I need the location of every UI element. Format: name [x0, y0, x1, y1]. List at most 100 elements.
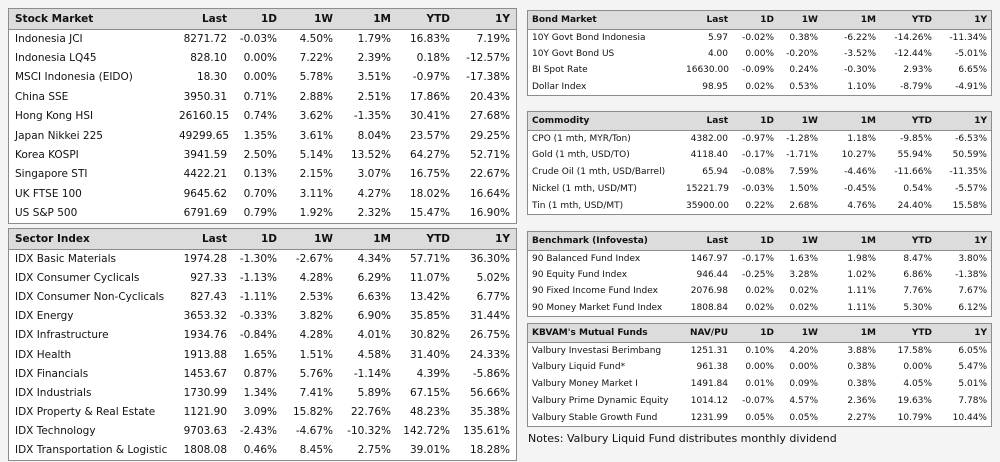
- table-panel: Sector Index Last 1D 1W 1M YTD 1Y IDX Basic Mat…: [8, 228, 517, 462]
- data-row: IDX Financials 1453.67 0.87% 5.76% -1.14% 4.3…: [9, 364, 516, 383]
- data-row: Indonesia LQ45 828.10 0.00% 7.22% 2.39% 0.18%…: [9, 48, 516, 67]
- value-cell: 0.24%: [789, 65, 818, 76]
- value-cell: 828.10: [190, 52, 227, 65]
- value-cell: 6.63%: [357, 290, 391, 303]
- data-row: Valbury Investasi Berimbang 1251.31 0.10% 4…: [528, 342, 991, 359]
- value-cell: 24.40%: [897, 200, 932, 211]
- value-cell: 0.10%: [745, 345, 774, 356]
- header-cell: NAV/PU: [682, 324, 732, 343]
- value-cell: 5.97: [707, 32, 728, 43]
- value-cell: 9703.63: [183, 425, 227, 438]
- row-label: IDX Infrastructure: [15, 329, 109, 342]
- value-cell: 3.88%: [847, 345, 876, 356]
- row-label: IDX Health: [15, 348, 72, 361]
- header-cell: YTD: [397, 229, 456, 250]
- value-cell: 6.65%: [958, 65, 987, 76]
- row-label: Valbury Stable Growth Fund: [532, 412, 658, 423]
- value-cell: -0.07%: [742, 395, 774, 406]
- data-row: IDX Transportation & Logistic 1808.08 0.46…: [9, 441, 516, 460]
- value-cell: 1913.88: [183, 348, 227, 361]
- header-row: Benchmark (Infovesta) Last 1D 1W 1M YTD 1Y: [528, 232, 991, 251]
- value-cell: 64.27%: [409, 149, 450, 162]
- header-row: KBVAM's Mutual Funds NAV/PU 1D 1W 1M YTD 1Y: [528, 324, 991, 343]
- header-cell: YTD: [880, 232, 936, 251]
- value-cell: 4.20%: [789, 345, 818, 356]
- value-cell: 0.02%: [745, 303, 774, 314]
- row-label: Valbury Investasi Berimbang: [532, 345, 662, 356]
- header-cell: 1Y: [936, 11, 991, 30]
- value-cell: 2.68%: [789, 200, 818, 211]
- value-cell: 2.53%: [299, 290, 333, 303]
- value-cell: 10.44%: [952, 412, 987, 423]
- row-label: Singapore STI: [15, 168, 88, 181]
- note: Notes: Valbury Liquid Fund distributes m…: [528, 432, 837, 445]
- header-cell: YTD: [880, 112, 936, 131]
- header-cell: 1D: [732, 112, 778, 131]
- value-cell: 6.86%: [903, 269, 932, 280]
- value-cell: 13.42%: [409, 290, 450, 303]
- header-cell: YTD: [397, 9, 456, 30]
- data-row: Tin (1 mth, USD/MT) 35900.00 0.22% 2.68% 4.7…: [528, 197, 991, 214]
- value-cell: -0.45%: [844, 183, 876, 194]
- data-row: Korea KOSPI 3941.59 2.50% 5.14% 13.52% 64.27%…: [9, 145, 516, 164]
- value-cell: 4.58%: [357, 348, 391, 361]
- data-row: 90 Equity Fund Index 946.44 -0.25% 3.28% 1.0…: [528, 267, 991, 284]
- value-cell: 1251.31: [690, 345, 728, 356]
- data-row: Dollar Index 98.95 0.02% 0.53% 1.10% -8.79% -4…: [528, 79, 991, 96]
- value-cell: 0.02%: [745, 82, 774, 93]
- value-cell: 5.30%: [903, 303, 932, 314]
- header-cell: Last: [173, 9, 233, 30]
- value-cell: 2.27%: [847, 412, 876, 423]
- value-cell: 5.89%: [357, 386, 391, 399]
- header-cell: 1D: [732, 324, 778, 343]
- header-cell: 1M: [822, 324, 880, 343]
- value-cell: -5.01%: [955, 48, 987, 59]
- data-row: US S&P 500 6791.69 0.79% 1.92% 2.32% 15.47% 16…: [9, 204, 516, 223]
- row-label: Korea KOSPI: [15, 149, 79, 162]
- data-row: Nickel (1 mth, USD/MT) 15221.79 -0.03% 1.50…: [528, 180, 991, 197]
- value-cell: 0.02%: [745, 286, 774, 297]
- data-row: IDX Property & Real Estate 1121.90 3.09% 15…: [9, 403, 516, 422]
- header-cell: 1M: [339, 9, 397, 30]
- value-cell: 0.46%: [243, 444, 277, 457]
- value-cell: -0.33%: [239, 310, 277, 323]
- value-cell: 927.33: [190, 271, 227, 284]
- value-cell: 1.98%: [847, 253, 876, 264]
- row-label: IDX Financials: [15, 367, 89, 380]
- value-cell: 5.78%: [299, 71, 333, 84]
- value-cell: -17.38%: [466, 71, 510, 84]
- value-cell: 1974.28: [183, 252, 227, 265]
- value-cell: 3.80%: [958, 253, 987, 264]
- value-cell: -4.67%: [295, 425, 333, 438]
- row-label: 90 Balanced Fund Index: [532, 253, 641, 264]
- value-cell: 1730.99: [183, 386, 227, 399]
- value-cell: 10.79%: [897, 412, 932, 423]
- value-cell: 49299.65: [179, 129, 230, 142]
- data-row: 10Y Govt Bond Indonesia 5.97 -0.02% 0.38% -6…: [528, 29, 991, 46]
- row-label: Dollar Index: [532, 82, 587, 93]
- data-row: Gold (1 mth, USD/TO) 4118.40 -0.17% -1.71% 1…: [528, 147, 991, 164]
- value-cell: -5.57%: [955, 183, 987, 194]
- value-cell: -0.20%: [786, 48, 818, 59]
- value-cell: 0.05%: [745, 412, 774, 423]
- row-label: Valbury Prime Dynamic Equity: [532, 395, 669, 406]
- row-label: CPO (1 mth, MYR/Ton): [532, 133, 631, 144]
- value-cell: 1808.84: [690, 303, 728, 314]
- value-cell: 0.00%: [243, 52, 277, 65]
- value-cell: 2.15%: [299, 168, 333, 181]
- value-cell: 1491.84: [690, 378, 728, 389]
- value-cell: 1.65%: [243, 348, 277, 361]
- row-label: Indonesia LQ45: [15, 52, 97, 65]
- data-row: BI Spot Rate 16630.00 -0.09% 0.24% -0.30% 2.9…: [528, 62, 991, 79]
- data-row: Indonesia JCI 8271.72 -0.03% 4.50% 1.79% 16.8…: [9, 29, 516, 48]
- value-cell: -2.67%: [295, 252, 333, 265]
- value-cell: 2.50%: [243, 149, 277, 162]
- value-cell: 0.18%: [416, 52, 450, 65]
- value-cell: 4.28%: [299, 329, 333, 342]
- value-cell: 1.02%: [847, 269, 876, 280]
- value-cell: 7.22%: [299, 52, 333, 65]
- value-cell: 1.10%: [847, 82, 876, 93]
- value-cell: 0.00%: [903, 362, 932, 373]
- value-cell: 1467.97: [690, 253, 728, 264]
